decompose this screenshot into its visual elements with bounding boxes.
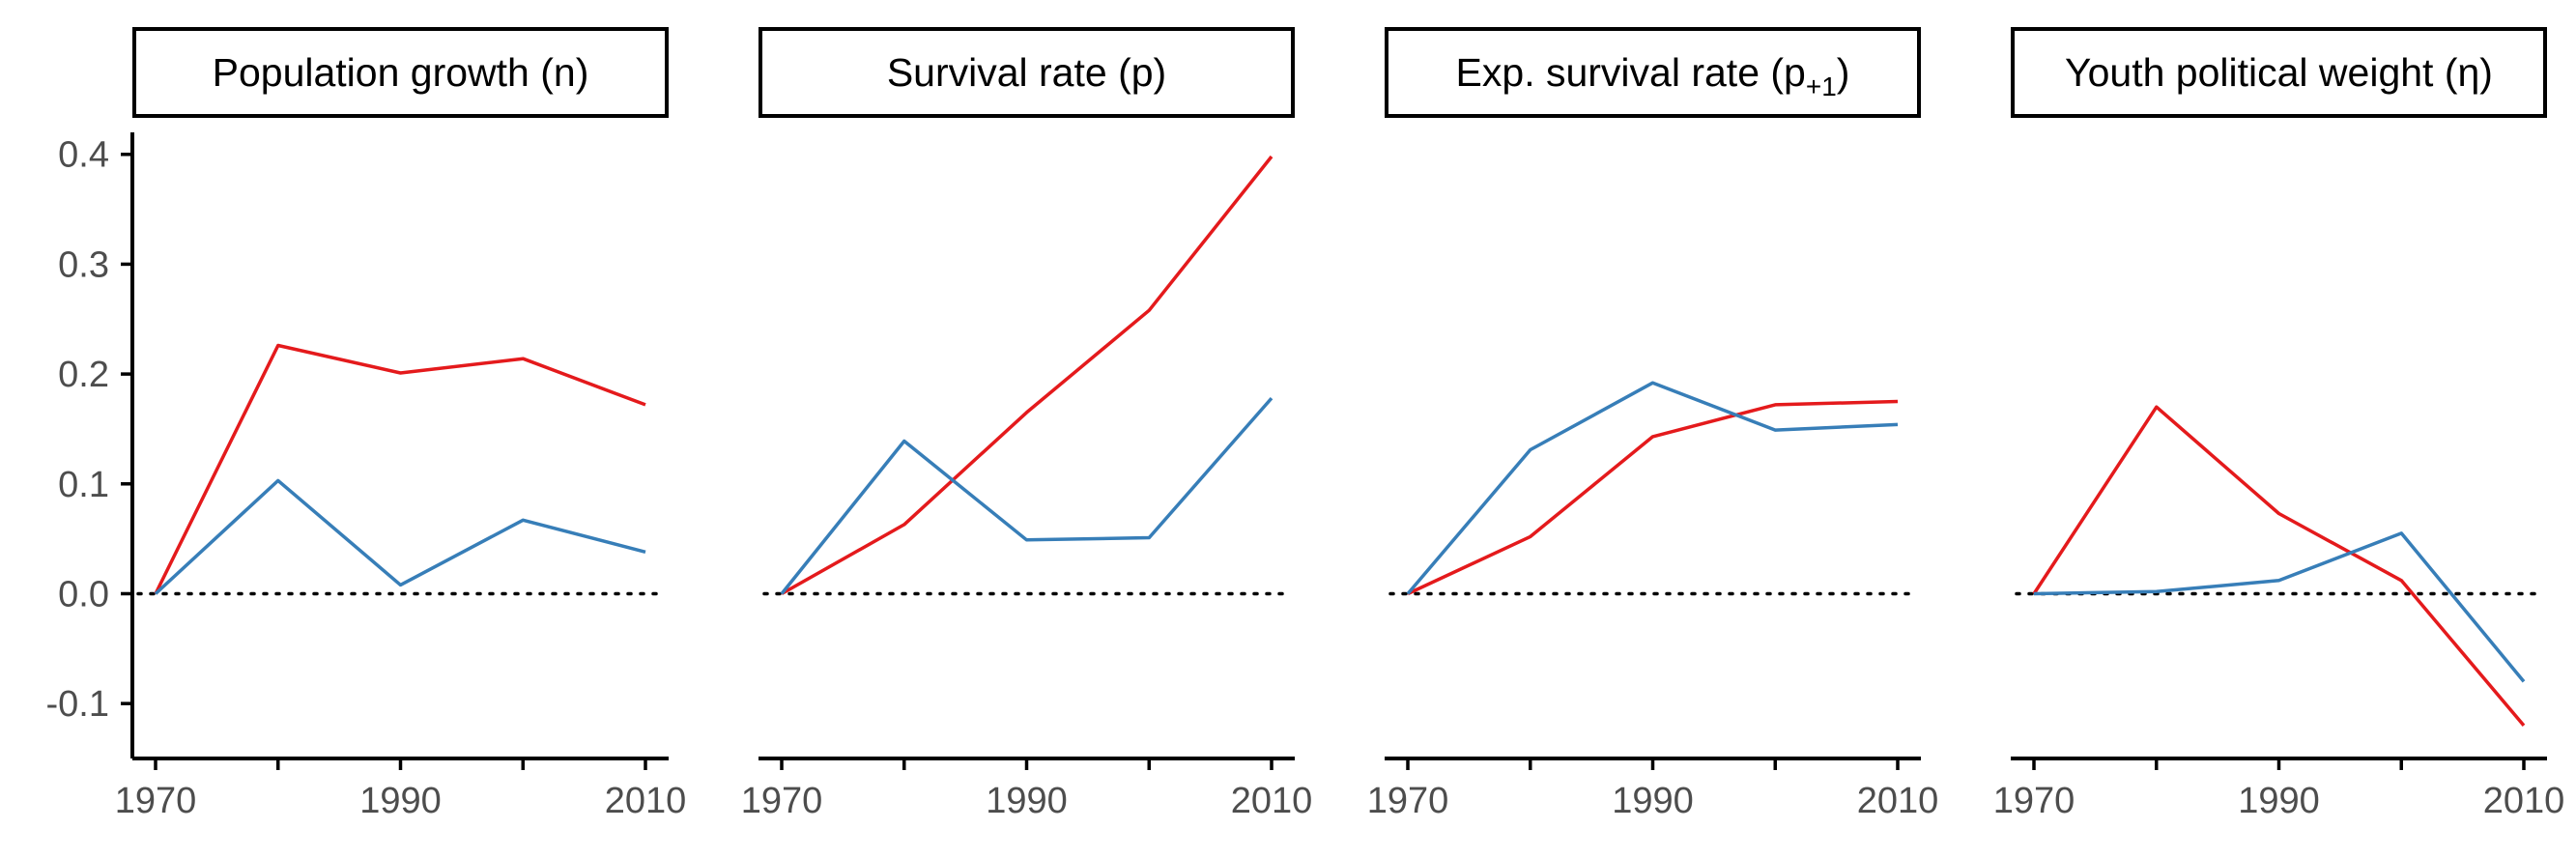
y-tick-label: 0.0 <box>58 574 109 615</box>
facet-title: Population growth (n) <box>213 50 589 95</box>
series-line-blue <box>2033 531 2526 683</box>
x-tick-label: 1970 <box>115 781 197 821</box>
x-tick-label: 1990 <box>986 781 1068 821</box>
facet-strip-box <box>2011 27 2547 118</box>
y-tick-label: 0.2 <box>58 355 109 395</box>
panel-4: Youth political weight (η) 1970 1990 2010 <box>1993 27 2565 821</box>
y-tick-label: 0.1 <box>58 465 109 505</box>
x-tick-label: 1970 <box>1367 781 1449 821</box>
facet-strip-box <box>132 27 669 118</box>
y-tick-label: -0.1 <box>46 684 109 725</box>
panel-1: Population growth (n) 1970 1990 2010 -0.1 0.0… <box>46 27 687 821</box>
series-line-red <box>154 343 646 595</box>
facet-title: Exp. survival rate (p+1) <box>1456 50 1850 101</box>
x-tick-label: 1990 <box>1612 781 1694 821</box>
y-tick-label: 0.4 <box>58 135 109 176</box>
y-tick-label: 0.3 <box>58 244 109 285</box>
facet-title: Survival rate (p) <box>887 50 1166 95</box>
series-line-blue <box>154 478 646 595</box>
series-line-blue <box>780 396 1274 595</box>
x-tick-label: 1970 <box>1993 781 2075 821</box>
x-tick-label: 2010 <box>1857 781 1939 821</box>
series-line-red <box>781 155 1274 596</box>
facet-strip-box <box>1385 27 1921 118</box>
facet-strip-box <box>758 27 1295 118</box>
series-line-red <box>2032 405 2526 728</box>
facet-title: Youth political weight (η) <box>2065 50 2493 95</box>
x-tick-label: 2010 <box>2483 781 2565 821</box>
x-tick-label: 2010 <box>605 781 687 821</box>
series-line-red <box>1407 399 1899 596</box>
series-line-blue <box>1406 381 1899 595</box>
x-tick-label: 1990 <box>2238 781 2320 821</box>
x-tick-label: 2010 <box>1231 781 1313 821</box>
panel-2: Survival rate (p) 1970 1990 2010 <box>741 27 1313 821</box>
x-tick-label: 1970 <box>741 781 823 821</box>
panel-3: Exp. survival rate (p+1) 1970 1990 2010 <box>1367 27 1939 821</box>
x-tick-label: 1990 <box>359 781 442 821</box>
